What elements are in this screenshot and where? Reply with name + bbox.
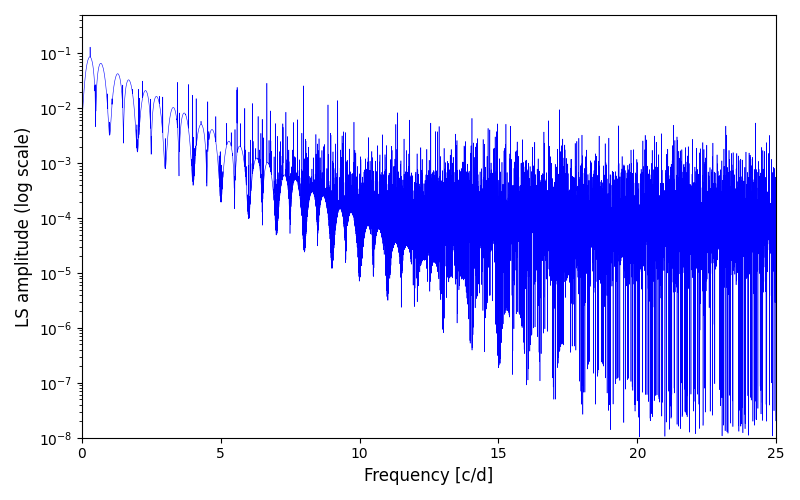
Y-axis label: LS amplitude (log scale): LS amplitude (log scale): [15, 126, 33, 326]
X-axis label: Frequency [c/d]: Frequency [c/d]: [364, 467, 494, 485]
